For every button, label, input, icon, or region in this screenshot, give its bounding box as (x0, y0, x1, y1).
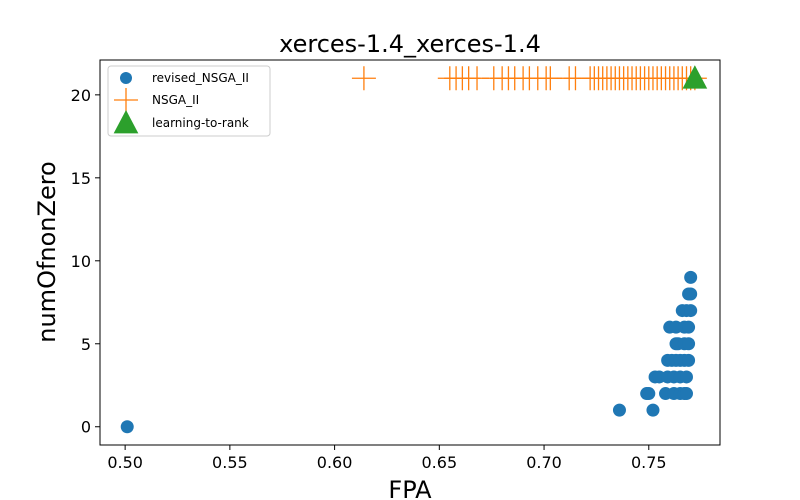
legend-box (107, 65, 271, 137)
x-axis-label: FPA (388, 476, 432, 500)
data-point (679, 370, 693, 384)
x-tick-label: 0.65 (422, 453, 458, 472)
x-tick-label: 0.75 (631, 453, 667, 472)
legend-label: learning-to-rank (152, 116, 249, 130)
data-point (682, 65, 708, 89)
data-point (612, 403, 626, 417)
series-learning-to-rank (682, 65, 708, 89)
legend-label: revised_NSGA_II (152, 71, 249, 85)
y-tick-label: 20 (71, 86, 91, 105)
plot-frame (99, 59, 721, 446)
legend-marker (114, 88, 138, 112)
data-point (642, 387, 656, 401)
series-nsga-ii (351, 66, 707, 91)
y-tick-label: 15 (71, 169, 91, 188)
data-point (679, 387, 693, 401)
y-axis: 0 5 10 15 20 (71, 86, 100, 437)
legend: revised_NSGA_II NSGA_II learning-to-rank (107, 65, 271, 137)
x-tick-label: 0.50 (107, 453, 143, 472)
x-axis: 0.50 0.55 0.60 0.65 0.70 0.75 (107, 445, 667, 472)
legend-label: NSGA_II (152, 93, 199, 107)
x-tick-label: 0.60 (317, 453, 353, 472)
data-point (684, 304, 698, 318)
data-series (120, 65, 708, 434)
x-tick-label: 0.55 (212, 453, 248, 472)
data-point (682, 337, 696, 351)
legend-marker (120, 72, 132, 84)
x-tick-label: 0.70 (526, 453, 562, 472)
legend-marker (113, 110, 139, 134)
y-tick-label: 5 (81, 335, 91, 354)
data-point (351, 66, 376, 91)
data-point (684, 287, 698, 301)
data-point (684, 270, 698, 284)
chart-title: xerces-1.4_xerces-1.4 (279, 30, 541, 58)
data-point (682, 353, 696, 367)
data-point (646, 403, 660, 417)
y-axis-label: numOfnonZero (33, 161, 61, 342)
data-point (120, 420, 134, 434)
data-point (682, 320, 696, 334)
y-tick-label: 0 (81, 418, 91, 437)
y-tick-label: 10 (71, 252, 91, 271)
series-revised-nsga-ii (120, 270, 698, 434)
